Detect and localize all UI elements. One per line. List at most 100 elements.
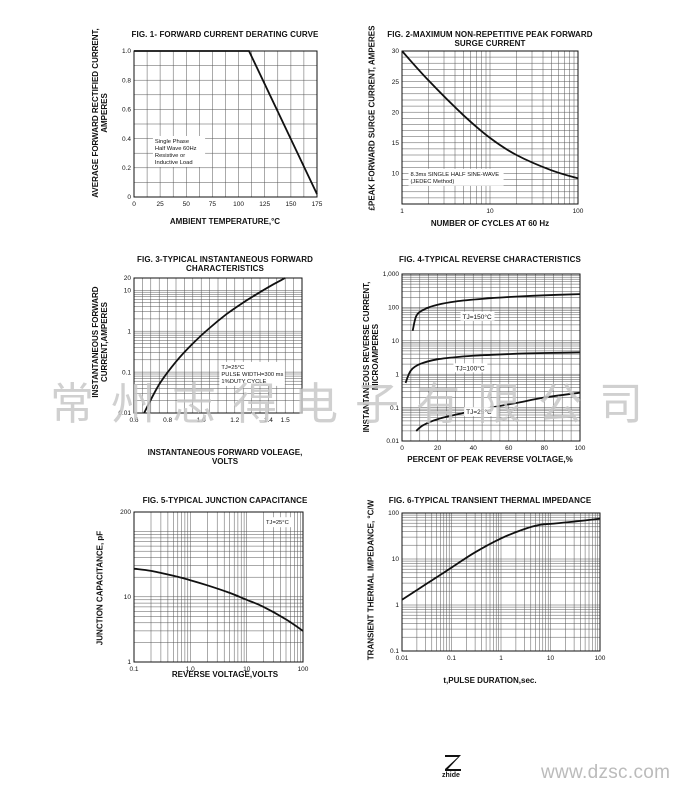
fig2-ytick-label: 30 (392, 48, 400, 55)
fig3-ytick-label: 1 (127, 328, 131, 335)
fig6-frame (401, 512, 601, 652)
fig4-series-label-0: TJ=150°C (463, 313, 492, 321)
fig4-xtick-label: 40 (470, 445, 478, 452)
fig2-annotation-text: (JEDEC Method) (411, 179, 455, 185)
fig4-xtick-label: 60 (505, 445, 513, 452)
fig3-ytick-label: 20 (124, 275, 132, 282)
fig1-ytick-label: 0.2 (122, 165, 131, 172)
fig3-plot: 0.6 0.8 1.0 1.2 1.4 1.5 0.01 0.1 1 10 20 TJ=25°CPUL… (118, 275, 303, 424)
fig3-xtick-label: 1.5 (281, 417, 290, 424)
fig3-series-line-0 (143, 277, 286, 414)
fig1-plot: 0 25 50 75 100 125 150 175 0 0.2 0.4 0.6 0.8 1.0 Singl… (122, 48, 323, 208)
fig6-series-line-0 (401, 517, 601, 601)
fig4-xtick-label: 80 (541, 445, 549, 452)
footer-url: www.dzsc.com (541, 762, 671, 783)
fig4-ytick-label: 0.01 (386, 438, 399, 445)
footer-brand: zhide (442, 772, 460, 779)
fig2-ytick-label: 10 (392, 171, 400, 178)
fig5-xlabel: REVERSE VOLTAGE,VOLTS (171, 670, 279, 679)
fig2-annotation-bg (408, 168, 504, 186)
fig5-ytick-label: 200 (120, 509, 131, 516)
fig4-ytick-label: 0.1 (390, 405, 399, 412)
fig1-annotation-text: Single Phase (155, 139, 189, 145)
fig1-ytick-label: 0.4 (122, 136, 131, 143)
fig4-series-line-0 (411, 293, 581, 331)
fig1-annotation-bg (152, 136, 206, 167)
fig3-annotation-text: PULSE WIDTH=300 ms (221, 372, 283, 378)
fig2-ytick-label: 20 (392, 109, 400, 116)
fig6-xtick-label: 100 (595, 655, 606, 662)
fig4-xlabel: PERCENT OF PEAK REVERSE VOLTAGE,% (407, 455, 573, 464)
fig1-xtick-label: 75 (209, 201, 217, 208)
fig6-ytick-label: 0.1 (390, 648, 399, 655)
fig1-xtick-label: 25 (156, 201, 164, 208)
fig5-annotation-text: TJ=25°C (266, 520, 289, 526)
fig1-xtick-label: 0 (132, 201, 136, 208)
fig1-annotation-text: Inductive Load (155, 160, 193, 166)
fig4-series-label-bg (453, 363, 488, 373)
fig3-xtick-label: 0.6 (129, 417, 138, 424)
fig3-title: FIG. 3-TYPICAL INSTANTANEOUS FORWARD (137, 255, 313, 264)
fig1-title: FIG. 1- FORWARD CURRENT DERATING CURVE (131, 30, 319, 39)
fig1-ytick-label: 0 (127, 194, 131, 201)
fig1-xlabel: AMBIENT TEMPERATURE,°C (169, 217, 281, 226)
fig4-xtick-label: 100 (575, 445, 586, 452)
fig3-xlabel-line2: VOLTS (211, 457, 239, 466)
fig6-title: FIG. 6-TYPICAL TRANSIENT THERMAL IMPEDAN… (388, 496, 592, 505)
fig6-ytick-label: 100 (388, 510, 399, 517)
fig2-subtitle: SURGE CURRENT (454, 39, 526, 48)
fig5-plot: 0.1 1.0 10 100 1 10 200 TJ=25°C (120, 509, 309, 673)
fig2-ytick-label: 25 (392, 79, 400, 86)
fig1-series-line-0 (134, 50, 318, 195)
fig3-xtick-label: 1.2 (230, 417, 239, 424)
company-watermark: 常州志得电子有限公司 (50, 379, 660, 430)
fig5-xtick-label: 0.1 (129, 666, 138, 673)
fig3-xtick-label: 1.0 (197, 417, 206, 424)
fig3-ytick-label: 0.1 (122, 369, 131, 376)
fig2-ytick-label: 15 (392, 140, 400, 147)
fig3-xtick-label: 0.8 (163, 417, 172, 424)
fig5-xtick-label: 1.0 (186, 666, 195, 673)
zhide-logo-icon (445, 755, 461, 771)
fig3-ytick-label: 10 (124, 288, 132, 295)
fig5-frame (133, 511, 304, 663)
fig6-xlabel: t,PULSE DURATION,sec. (443, 676, 537, 685)
fig4-xtick-label: 20 (434, 445, 442, 452)
fig5-xtick-label: 10 (243, 666, 251, 673)
fig3-xtick-label: 1.4 (264, 417, 273, 424)
fig2-xtick-label: 100 (573, 208, 584, 215)
fig2-title: FIG. 2-MAXIMUM NON-REPETITIVE PEAK FORWA… (387, 30, 593, 39)
fig2-annotation-text: 8.3ms SINGLE HALF SINE-WAVE (411, 172, 500, 178)
fig4-ytick-label: 1,000 (383, 271, 400, 278)
fig2-xtick-label: 10 (486, 208, 494, 215)
fig4-ytick-label: 1 (395, 371, 399, 378)
fig2-xlabel: NUMBER OF CYCLES AT 60 Hz (430, 219, 550, 228)
fig4-ytick-label: 10 (392, 338, 400, 345)
fig3-xlabel: INSTANTANEOUS FORWARD VOLEAGE, (147, 448, 303, 457)
fig4-ytick-label: 100 (388, 305, 399, 312)
fig2-frame (401, 50, 579, 205)
fig4-series-label-2: TJ=25°C (466, 408, 492, 416)
fig1-xtick-label: 125 (259, 201, 270, 208)
fig4-frame (401, 273, 581, 442)
fig1-ytick-label: 0.6 (122, 107, 131, 114)
fig5-xtick-label: 100 (298, 666, 309, 673)
fig1-ytick-label: 0.8 (122, 77, 131, 84)
fig1-annotation-text: Resistive or (155, 153, 185, 159)
fig5-ytick-label: 10 (124, 594, 132, 601)
fig1-annotation-text: Half Wave 60Hz (155, 146, 197, 152)
fig4-series-label-bg (460, 311, 495, 321)
fig1-xtick-label: 150 (285, 201, 296, 208)
fig5-series-line-0 (133, 567, 304, 632)
fig6-ytick-label: 10 (392, 556, 400, 563)
fig1-xtick-label: 175 (312, 201, 323, 208)
fig4-xtick-label: 0 (400, 445, 404, 452)
fig5-ytick-label: 1 (127, 659, 131, 666)
fig4-series-line-1 (404, 351, 581, 384)
fig4-plot: 0 20 40 60 80 100 0.01 0.1 1 10 100 1,000 TJ=150°C TJ… (383, 271, 586, 452)
fig4-series-label-1: TJ=100°C (455, 364, 484, 372)
fig6-xtick-label: 0.1 (447, 655, 456, 662)
fig5-annotation-bg (264, 517, 294, 528)
